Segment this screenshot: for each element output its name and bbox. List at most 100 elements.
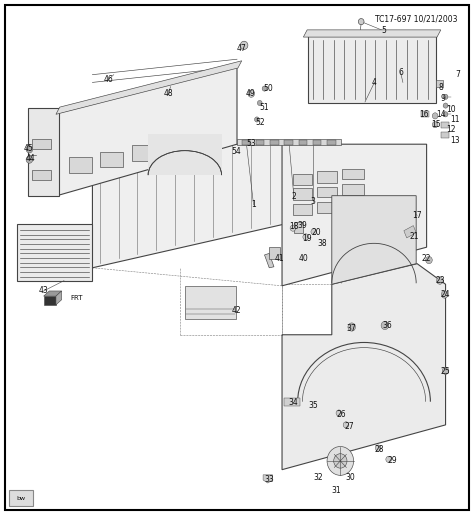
Text: 48: 48 [164, 89, 173, 98]
Circle shape [426, 256, 432, 264]
Polygon shape [284, 398, 300, 406]
Polygon shape [44, 291, 62, 296]
Polygon shape [441, 132, 449, 138]
Text: 53: 53 [246, 139, 256, 148]
Bar [313, 140, 321, 145]
Polygon shape [237, 139, 341, 145]
Circle shape [311, 229, 317, 235]
Text: 14: 14 [436, 110, 446, 119]
Text: 47: 47 [237, 44, 246, 54]
Circle shape [432, 122, 438, 128]
Text: 23: 23 [435, 276, 445, 285]
Text: 15: 15 [431, 120, 441, 129]
Polygon shape [100, 152, 123, 167]
Circle shape [343, 422, 349, 428]
Text: 32: 32 [314, 473, 323, 483]
Polygon shape [317, 202, 337, 213]
Polygon shape [282, 264, 446, 470]
Text: FRT: FRT [70, 295, 82, 301]
Text: 50: 50 [263, 84, 273, 93]
Text: 44: 44 [26, 154, 36, 163]
Circle shape [442, 367, 449, 374]
Circle shape [381, 321, 389, 330]
Text: 4: 4 [372, 78, 377, 87]
Polygon shape [28, 108, 59, 196]
Circle shape [443, 103, 448, 108]
Polygon shape [17, 224, 92, 281]
Polygon shape [436, 80, 443, 87]
Text: 1: 1 [251, 200, 256, 210]
Circle shape [303, 234, 309, 240]
Polygon shape [342, 184, 364, 195]
Text: 42: 42 [231, 305, 241, 315]
Polygon shape [293, 188, 312, 200]
Text: 17: 17 [412, 211, 422, 220]
Text: 3: 3 [310, 197, 315, 207]
Text: 2: 2 [292, 192, 296, 201]
Polygon shape [317, 187, 337, 197]
Text: 38: 38 [318, 238, 327, 248]
Text: 19: 19 [302, 234, 312, 244]
Text: 52: 52 [255, 118, 264, 127]
Text: 51: 51 [260, 102, 269, 112]
Circle shape [358, 19, 364, 25]
Polygon shape [332, 196, 416, 284]
Text: 12: 12 [447, 125, 456, 134]
Circle shape [248, 90, 255, 97]
Polygon shape [303, 30, 441, 37]
Polygon shape [441, 122, 449, 128]
Polygon shape [263, 475, 273, 483]
Polygon shape [56, 61, 242, 114]
Text: 34: 34 [288, 398, 298, 407]
Polygon shape [294, 222, 303, 233]
Bar [9, 490, 33, 506]
Text: 11: 11 [450, 115, 460, 124]
Circle shape [443, 94, 448, 99]
Circle shape [432, 113, 438, 119]
Text: 43: 43 [39, 286, 48, 296]
Bar [299, 140, 307, 145]
Text: 20: 20 [312, 228, 321, 237]
Bar [284, 140, 293, 145]
Polygon shape [317, 171, 337, 183]
Text: 6: 6 [398, 67, 403, 77]
Text: 33: 33 [264, 475, 274, 485]
Polygon shape [342, 169, 364, 179]
Polygon shape [269, 247, 280, 259]
Polygon shape [293, 174, 312, 185]
Text: TC17-697 10/21/2003: TC17-697 10/21/2003 [375, 14, 457, 23]
Polygon shape [132, 145, 155, 161]
Text: 46: 46 [103, 75, 113, 84]
Polygon shape [404, 226, 416, 238]
Bar [32, 139, 51, 149]
Text: 25: 25 [441, 367, 450, 376]
Text: 13: 13 [450, 135, 460, 145]
Bar [327, 140, 336, 145]
Text: 35: 35 [308, 401, 318, 410]
Circle shape [240, 41, 248, 49]
Text: 29: 29 [388, 456, 397, 466]
Polygon shape [44, 296, 56, 305]
Text: 5: 5 [382, 26, 386, 36]
Polygon shape [264, 253, 274, 268]
Text: 8: 8 [438, 83, 443, 92]
Circle shape [386, 456, 392, 462]
Text: 54: 54 [231, 147, 241, 157]
Bar [256, 140, 264, 145]
Polygon shape [293, 204, 312, 215]
Text: bw: bw [16, 495, 26, 501]
Circle shape [290, 225, 296, 231]
Bar [242, 140, 250, 145]
Text: 30: 30 [345, 473, 355, 483]
Text: 40: 40 [299, 254, 308, 263]
Bar [270, 140, 279, 145]
Circle shape [255, 117, 259, 122]
Circle shape [375, 445, 381, 451]
Circle shape [262, 86, 267, 91]
Text: 16: 16 [419, 110, 429, 119]
Text: 18: 18 [289, 222, 299, 231]
Circle shape [257, 100, 262, 106]
Circle shape [26, 156, 33, 163]
Text: 22: 22 [422, 254, 431, 263]
Circle shape [26, 146, 33, 153]
